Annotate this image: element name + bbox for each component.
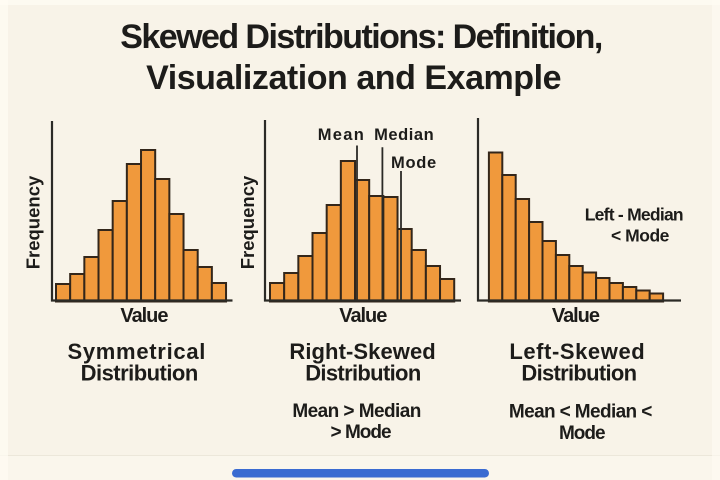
svg-text:Distribution: Distribution	[81, 360, 198, 385]
svg-text:Value: Value	[120, 305, 168, 327]
svg-text:Frequency: Frequency	[237, 175, 258, 269]
svg-text:Mode: Mode	[391, 154, 437, 172]
svg-text:> Mode: > Mode	[331, 422, 392, 443]
svg-text:Visualization and Example: Visualization and Example	[146, 59, 561, 97]
svg-text:< Mode: < Mode	[611, 225, 670, 245]
svg-text:Value: Value	[339, 305, 387, 327]
svg-text:Value: Value	[552, 305, 600, 327]
svg-text:Left-Skewed: Left-Skewed	[509, 339, 645, 364]
svg-text:Mean: Mean	[318, 126, 365, 144]
svg-text:Skewed Distributions: Definiti: Skewed Distributions: Definition,	[120, 18, 602, 56]
svg-text:Left - Median: Left - Median	[585, 205, 683, 225]
svg-text:Mean > Median: Mean > Median	[292, 401, 420, 422]
svg-text:Distribution: Distribution	[305, 360, 421, 385]
svg-text:Frequency: Frequency	[23, 175, 44, 269]
svg-text:Symmetrical: Symmetrical	[67, 339, 206, 364]
svg-text:Mode: Mode	[559, 423, 605, 444]
svg-text:Median: Median	[374, 126, 434, 144]
svg-text:Distribution: Distribution	[521, 360, 636, 385]
svg-text:Right-Skewed: Right-Skewed	[289, 339, 435, 364]
svg-text:Mean < Median <: Mean < Median <	[509, 401, 652, 422]
